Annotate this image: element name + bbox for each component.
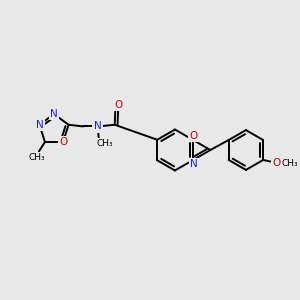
Text: CH₃: CH₃ [96, 139, 113, 148]
Text: O: O [273, 158, 281, 168]
Text: CH₃: CH₃ [28, 153, 45, 162]
Text: N: N [190, 159, 198, 169]
Text: O: O [190, 131, 198, 141]
Text: N: N [35, 120, 43, 130]
Text: N: N [50, 109, 58, 119]
Text: N: N [94, 122, 101, 131]
Text: CH₃: CH₃ [282, 159, 298, 168]
Text: O: O [115, 100, 123, 110]
Text: O: O [59, 137, 67, 147]
